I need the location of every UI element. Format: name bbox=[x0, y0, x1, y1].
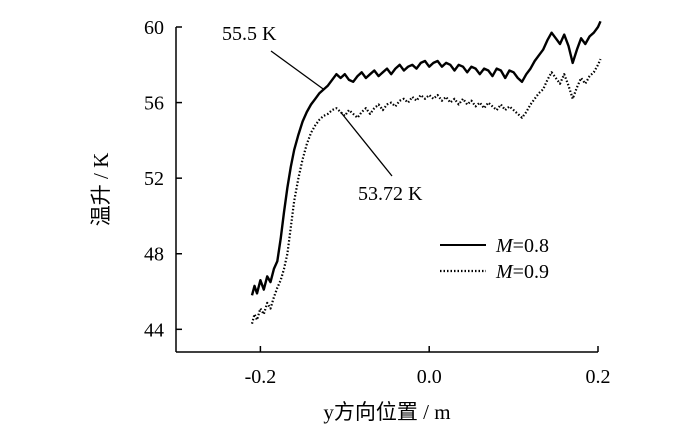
x-tick-label: -0.2 bbox=[245, 366, 277, 388]
legend: M=0.8M=0.9 bbox=[440, 235, 549, 283]
annotations-group: 55.5 K 53.72 K bbox=[222, 23, 423, 205]
legend-label: M=0.9 bbox=[495, 261, 549, 283]
series-group bbox=[250, 20, 602, 324]
y-axis-title: 温升 / K bbox=[89, 153, 113, 227]
legend-label-variable: M bbox=[495, 261, 514, 283]
x-axis-title: y方向位置 / m bbox=[323, 400, 450, 424]
x-tick-label: 0.0 bbox=[417, 366, 442, 388]
x-tick-label: 0.2 bbox=[586, 366, 611, 388]
annotation-label: 53.72 K bbox=[358, 183, 423, 205]
annotation-label: 55.5 K bbox=[222, 23, 277, 45]
series-line-m-0-8 bbox=[250, 20, 602, 296]
annotation-leader-line bbox=[270, 50, 325, 90]
y-tick-label: 60 bbox=[144, 17, 164, 39]
ticks-group: 44 48 52 56 60 -0.2 0.0 0.2 bbox=[144, 17, 611, 388]
axes-group bbox=[175, 27, 598, 353]
legend-label-variable: M bbox=[495, 235, 514, 257]
legend-label: M=0.8 bbox=[495, 235, 549, 257]
series-line-m-0-9 bbox=[250, 58, 602, 324]
legend-label-value: =0.9 bbox=[513, 261, 549, 283]
y-tick-label: 52 bbox=[144, 168, 164, 190]
axis-titles-group: y方向位置 / m 温升 / K bbox=[89, 153, 451, 424]
y-tick-label: 44 bbox=[144, 319, 164, 341]
legend-label-value: =0.8 bbox=[513, 235, 549, 257]
y-tick-label: 48 bbox=[144, 244, 164, 266]
annotation-leader-line bbox=[340, 111, 393, 177]
y-tick-label: 56 bbox=[144, 93, 164, 115]
